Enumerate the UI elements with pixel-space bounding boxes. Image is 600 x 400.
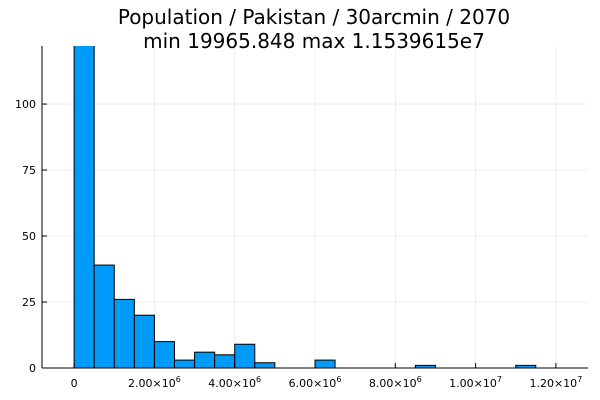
bars-layer <box>73 46 537 368</box>
histogram-bar <box>194 351 216 368</box>
y-tick-label: 0 <box>29 362 36 375</box>
y-tick-labels: 0 25 50 75 100 <box>15 98 36 375</box>
x-tick-label: 8.00×106 <box>369 375 422 390</box>
histogram-bar <box>515 364 537 368</box>
bar-group <box>73 46 537 368</box>
histogram-bar <box>254 362 276 368</box>
histogram-bar <box>153 341 175 368</box>
histogram-bar <box>214 354 236 368</box>
grid-layer <box>42 46 588 369</box>
chart-title-line-1: Population / Pakistan / 30arcmin / 2070 <box>118 5 510 29</box>
chart-title-line-2: min 19965.848 max 1.1539615e7 <box>143 29 485 53</box>
y-tick-label: 75 <box>22 164 36 177</box>
histogram-bar <box>93 264 115 368</box>
y-tick-label: 100 <box>15 98 36 111</box>
histogram-bar <box>173 359 196 368</box>
y-tick-label: 50 <box>22 230 36 243</box>
y-tick-label: 25 <box>22 296 36 309</box>
histogram-bar <box>234 343 256 368</box>
axes-layer <box>41 46 588 369</box>
histogram-bar <box>133 314 155 368</box>
x-tick-label: 6.00×106 <box>289 375 342 390</box>
x-tick-label: 4.00×106 <box>208 375 261 390</box>
x-tick-label: 1.00×107 <box>449 375 502 390</box>
histogram-bar <box>73 46 95 368</box>
histogram-bar <box>414 364 436 368</box>
histogram-bar <box>314 359 336 368</box>
x-tick-label: 2.00×106 <box>128 375 181 390</box>
histogram-bar <box>113 298 135 368</box>
x-tick-label: 0 <box>71 377 78 390</box>
x-tick-labels: 0 2.00×106 4.00×106 6.00×106 8.00×106 1.00×10… <box>71 375 583 390</box>
x-tick-label: 1.20×107 <box>529 375 582 390</box>
